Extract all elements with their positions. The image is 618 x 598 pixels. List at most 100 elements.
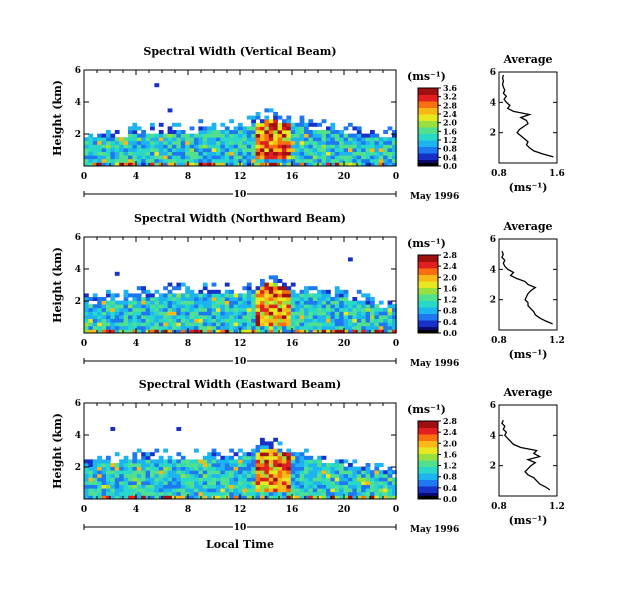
echo-cell — [207, 151, 212, 156]
echo-cell — [308, 318, 314, 323]
echo-cell — [260, 304, 265, 309]
echo-cell — [110, 297, 116, 301]
echo-cell — [308, 133, 314, 138]
colorbar-segment — [418, 288, 438, 291]
echo-cell — [176, 477, 182, 482]
echo-cell — [207, 322, 212, 327]
echo-cell — [194, 311, 199, 316]
echo-cell — [356, 137, 362, 142]
echo-cell — [216, 325, 221, 330]
echo-cell — [304, 307, 309, 312]
echo-cell — [330, 307, 336, 312]
echo-cell — [356, 307, 362, 312]
echo-cell — [119, 459, 124, 464]
echo-cell — [246, 140, 252, 145]
echo-cell — [312, 304, 318, 309]
echo-cell — [132, 318, 138, 323]
echo-cell — [343, 140, 349, 145]
echo-cell — [251, 455, 256, 460]
echo-cell — [224, 126, 230, 131]
echo-cell — [330, 140, 336, 145]
echo-cell — [277, 477, 283, 482]
echo-cell — [110, 473, 116, 478]
echo-cell — [110, 488, 116, 493]
echo-cell — [211, 297, 217, 301]
echo-cell — [290, 322, 296, 327]
colorbar-segment — [418, 454, 438, 457]
echo-cell — [295, 473, 300, 478]
echo-cell — [158, 304, 164, 309]
echo-cell — [176, 144, 182, 149]
echo-cell — [242, 329, 248, 334]
echo-cell — [119, 148, 124, 152]
echo-cell — [224, 148, 230, 152]
colorbar-segment — [418, 441, 438, 444]
echo-cell — [326, 481, 331, 485]
echo-cell — [295, 315, 300, 319]
echo-cell — [154, 322, 160, 327]
echo-cell — [207, 481, 212, 485]
echo-cell — [260, 473, 265, 478]
echo-cell — [317, 491, 322, 496]
echo-cell — [273, 481, 278, 485]
echo-cell — [172, 130, 177, 134]
echo-cell — [334, 463, 340, 467]
echo-cell — [158, 155, 164, 160]
echo-cell — [365, 293, 371, 298]
echo-cell — [198, 315, 204, 319]
echo-cell — [132, 466, 138, 471]
colorbar-segment — [418, 277, 438, 279]
echo-cell — [277, 322, 283, 327]
echo-cell — [246, 477, 252, 482]
echo-cell — [92, 473, 98, 478]
echo-cell — [97, 470, 102, 475]
echo-cell — [277, 491, 283, 496]
echo-cell — [145, 488, 151, 493]
echo-cell — [128, 318, 133, 323]
echo-cell — [229, 158, 234, 163]
echo-cell — [176, 318, 182, 323]
echo-cell — [321, 473, 327, 478]
echo-cell — [330, 130, 336, 134]
echo-cell — [260, 282, 265, 287]
echo-cell — [255, 300, 261, 305]
echo-cell — [273, 289, 278, 294]
echo-cell — [92, 491, 98, 496]
echo-cell — [312, 325, 318, 330]
echo-cell — [286, 315, 292, 319]
echo-cell — [211, 300, 217, 305]
echo-cell — [128, 162, 133, 167]
echo-cell — [295, 130, 300, 134]
echo-cell — [264, 137, 270, 142]
echo-cell — [141, 304, 146, 309]
colorbar-segment — [418, 317, 438, 320]
echo-cell — [326, 130, 331, 134]
echo-cell — [216, 144, 221, 149]
echo-cell — [141, 463, 146, 467]
colorbar-frame — [417, 87, 439, 167]
echo-cell — [141, 289, 146, 294]
echo-cell — [150, 300, 155, 305]
echo-cell — [132, 304, 138, 309]
colorbar-segment — [418, 310, 438, 313]
echo-cell — [172, 325, 177, 330]
echo-cell — [361, 133, 366, 138]
echo-cell — [299, 140, 305, 145]
echo-cell — [180, 329, 186, 334]
echo-cell — [114, 307, 120, 312]
echo-cell — [154, 137, 160, 142]
echo-cell — [97, 137, 102, 142]
profile-x-tick-label: 1.2 — [549, 502, 565, 512]
echo-cell — [392, 491, 397, 496]
echo-cell — [295, 329, 300, 334]
echo-cell — [365, 311, 371, 316]
echo-cell — [317, 151, 322, 156]
y-tick-label: 6 — [75, 399, 81, 409]
colorbar-segment — [418, 146, 438, 149]
echo-cell — [317, 144, 322, 149]
echo-cell — [251, 289, 256, 294]
echo-cell — [119, 495, 124, 500]
echo-cell — [180, 473, 186, 478]
echo-cell — [141, 315, 146, 319]
echo-cell — [194, 137, 199, 142]
